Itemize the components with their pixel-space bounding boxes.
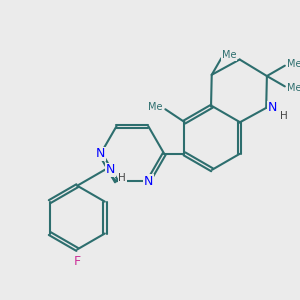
- Text: F: F: [74, 254, 81, 268]
- Text: Me: Me: [287, 59, 300, 69]
- Text: N: N: [144, 175, 153, 188]
- Text: N: N: [267, 101, 277, 114]
- Text: H: H: [118, 172, 126, 182]
- Text: Me: Me: [148, 102, 163, 112]
- Text: Me: Me: [287, 83, 300, 93]
- Text: Me: Me: [222, 50, 236, 60]
- Text: N: N: [106, 163, 115, 176]
- Text: N: N: [96, 147, 105, 161]
- Text: H: H: [280, 111, 287, 121]
